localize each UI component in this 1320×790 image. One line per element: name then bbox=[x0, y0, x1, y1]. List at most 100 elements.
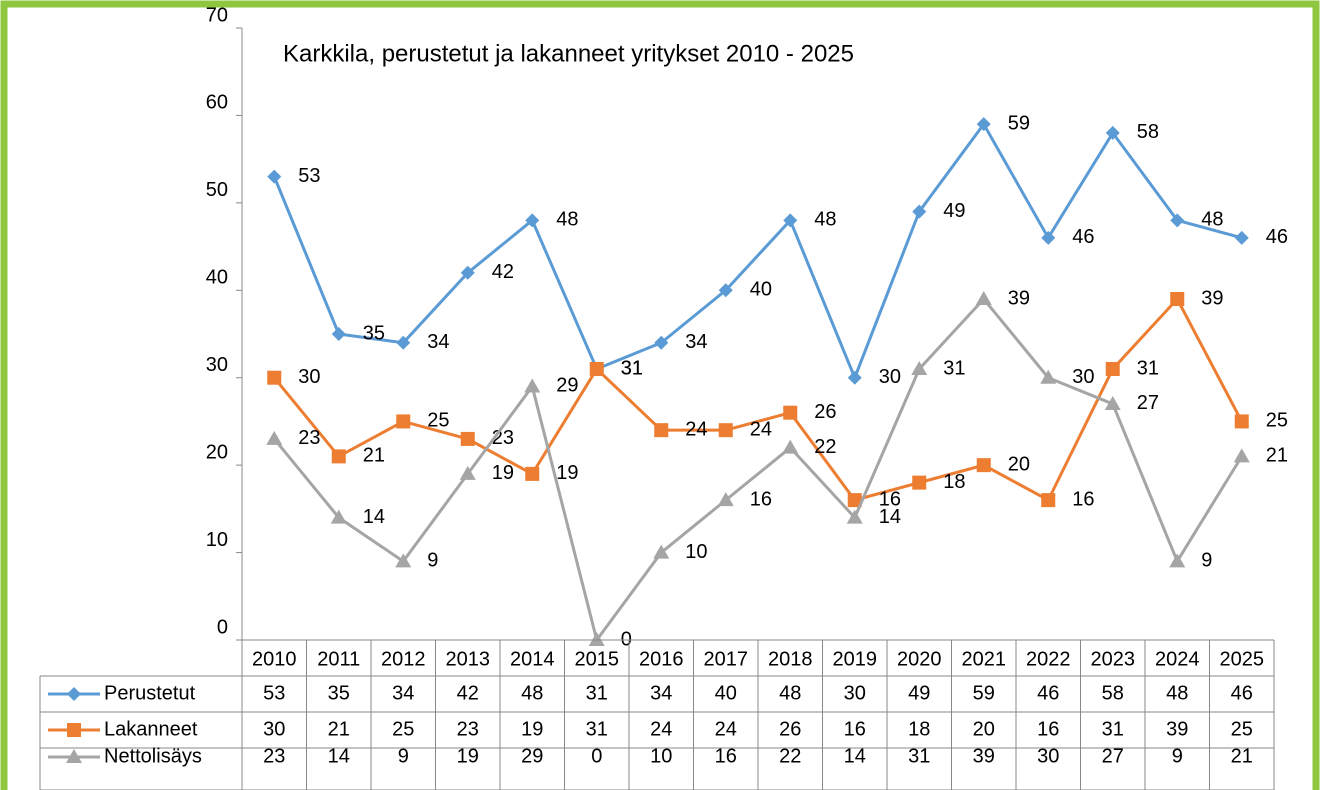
data-label: 39 bbox=[1201, 287, 1223, 309]
series-line bbox=[273, 296, 1244, 503]
data-label: 9 bbox=[427, 550, 438, 572]
point bbox=[654, 335, 669, 350]
data-label: 19 bbox=[492, 462, 514, 484]
point bbox=[1169, 553, 1186, 568]
point bbox=[396, 335, 411, 350]
table-cell: 10 bbox=[650, 745, 672, 767]
table-cell: 39 bbox=[1166, 718, 1188, 740]
table-cell: 23 bbox=[457, 718, 479, 740]
table-cell: 58 bbox=[1102, 682, 1124, 704]
table-cell: 35 bbox=[328, 682, 350, 704]
data-label: 19 bbox=[556, 462, 578, 484]
point bbox=[1105, 361, 1120, 376]
table-cell: 48 bbox=[779, 682, 801, 704]
y-tick-label: 20 bbox=[206, 441, 228, 463]
table-cell: 14 bbox=[844, 745, 866, 767]
data-label: 14 bbox=[879, 506, 901, 528]
table-cell: 30 bbox=[1037, 745, 1059, 767]
data-label: 0 bbox=[621, 628, 632, 650]
point bbox=[395, 553, 412, 568]
table-cell: 24 bbox=[650, 718, 672, 740]
x-tick-label: 2025 bbox=[1220, 648, 1265, 670]
table-cell: 30 bbox=[263, 718, 285, 740]
data-label: 29 bbox=[556, 375, 578, 397]
data-label: 48 bbox=[1201, 209, 1223, 231]
data-label: 34 bbox=[427, 331, 449, 353]
x-tick-label: 2010 bbox=[252, 648, 297, 670]
y-tick-label: 0 bbox=[217, 616, 228, 638]
data-label: 30 bbox=[298, 366, 320, 388]
point bbox=[911, 360, 928, 375]
data-label: 23 bbox=[298, 427, 320, 449]
x-tick-label: 2018 bbox=[768, 648, 813, 670]
table-cell: 40 bbox=[715, 682, 737, 704]
table-cell: 20 bbox=[973, 718, 995, 740]
point bbox=[1170, 292, 1185, 307]
data-label: 24 bbox=[685, 418, 707, 440]
data-label: 16 bbox=[1072, 488, 1094, 510]
table-cell: 42 bbox=[457, 682, 479, 704]
table-cell: 46 bbox=[1231, 682, 1253, 704]
point bbox=[1105, 125, 1120, 140]
table-cell: 53 bbox=[263, 682, 285, 704]
table-cell: 59 bbox=[973, 682, 995, 704]
point bbox=[1041, 230, 1056, 245]
point bbox=[525, 213, 540, 228]
point bbox=[654, 423, 669, 438]
table-cell: 48 bbox=[1166, 682, 1188, 704]
data-label: 24 bbox=[750, 418, 772, 440]
chart-title: Karkkila, perustetut ja lakanneet yrityk… bbox=[283, 40, 854, 67]
data-label: 27 bbox=[1137, 392, 1159, 414]
point bbox=[330, 509, 347, 524]
point bbox=[67, 723, 81, 737]
point bbox=[846, 509, 863, 524]
point bbox=[524, 378, 541, 393]
point bbox=[266, 430, 283, 445]
table-cell: 48 bbox=[521, 682, 543, 704]
point bbox=[1170, 213, 1185, 228]
table-cell: 30 bbox=[844, 682, 866, 704]
table-cell: 31 bbox=[586, 682, 608, 704]
table-cell: 21 bbox=[328, 718, 350, 740]
table-cell: 49 bbox=[908, 682, 930, 704]
table-cell: 46 bbox=[1037, 682, 1059, 704]
table-cell: 26 bbox=[779, 718, 801, 740]
table-cell: 31 bbox=[908, 745, 930, 767]
table-cell: 23 bbox=[263, 745, 285, 767]
data-label: 40 bbox=[750, 279, 772, 301]
data-label: 22 bbox=[814, 436, 836, 458]
point bbox=[1234, 230, 1249, 245]
point bbox=[976, 458, 991, 473]
point bbox=[267, 370, 282, 385]
point bbox=[588, 632, 605, 646]
table-cell: 16 bbox=[715, 745, 737, 767]
y-tick-label: 70 bbox=[206, 4, 228, 26]
data-label: 21 bbox=[1266, 445, 1288, 467]
data-label: 18 bbox=[943, 471, 965, 493]
data-label: 16 bbox=[750, 488, 772, 510]
point bbox=[1041, 493, 1056, 508]
x-tick-label: 2013 bbox=[446, 648, 491, 670]
point bbox=[847, 493, 862, 508]
table-cell: 25 bbox=[392, 718, 414, 740]
series-line bbox=[273, 296, 1244, 644]
y-tick-label: 10 bbox=[206, 529, 228, 551]
point bbox=[525, 466, 540, 481]
point bbox=[912, 204, 927, 219]
data-label: 59 bbox=[1008, 112, 1030, 134]
data-label: 30 bbox=[1072, 366, 1094, 388]
table-cell: 16 bbox=[844, 718, 866, 740]
data-label: 16 bbox=[879, 488, 901, 510]
table-cell: 25 bbox=[1231, 718, 1253, 740]
x-tick-label: 2014 bbox=[510, 648, 555, 670]
point bbox=[1104, 395, 1121, 410]
table-cell: 9 bbox=[398, 745, 409, 767]
point bbox=[460, 431, 475, 446]
point bbox=[975, 291, 992, 306]
table-cell: 31 bbox=[586, 718, 608, 740]
point bbox=[717, 492, 734, 507]
table-cell: 31 bbox=[1102, 718, 1124, 740]
data-label: 31 bbox=[943, 357, 965, 379]
data-label: 30 bbox=[879, 366, 901, 388]
